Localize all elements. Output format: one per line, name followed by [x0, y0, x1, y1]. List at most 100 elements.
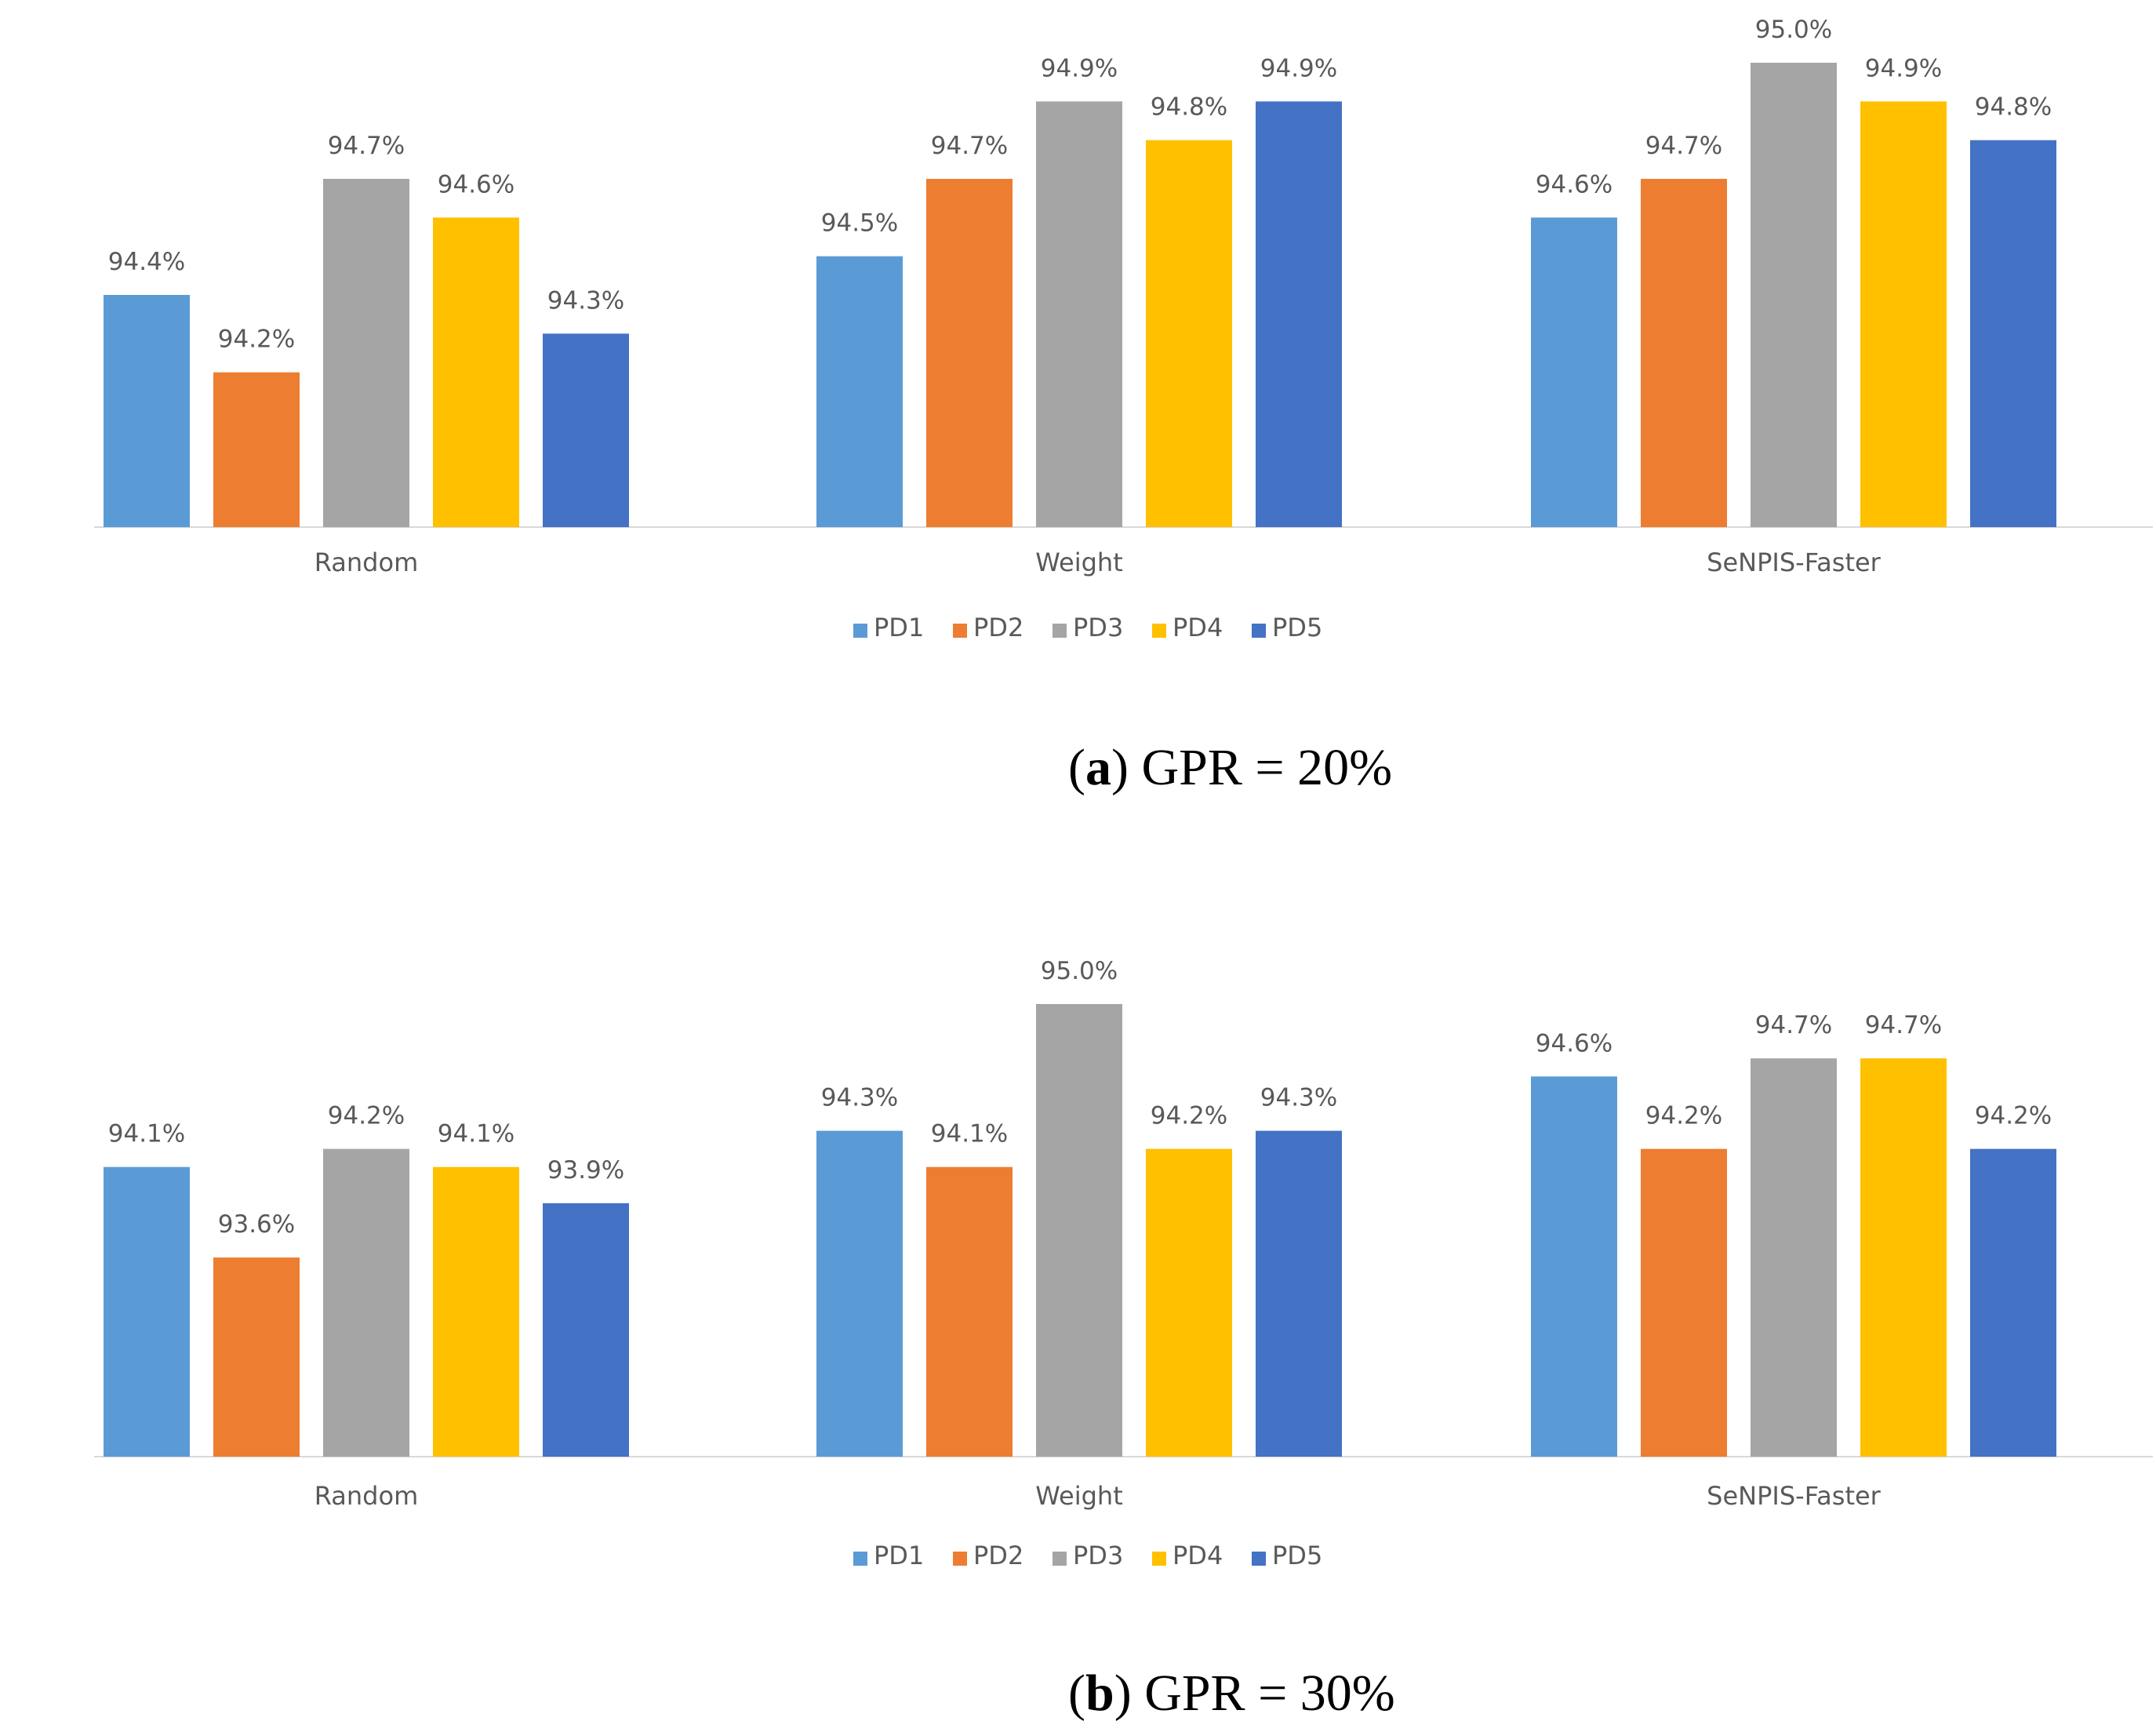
legend-swatch [1053, 1552, 1067, 1566]
legend-label: PD3 [1073, 1541, 1123, 1570]
bar-value-label: 94.7% [1645, 132, 1722, 160]
bar-value-label: 94.6% [1536, 1029, 1612, 1057]
legend-swatch [953, 624, 967, 638]
bar-pd5-senpis-faster [1970, 1148, 2056, 1457]
category-label: Weight [1035, 548, 1122, 577]
bar-pd4-senpis-faster [1860, 101, 1947, 528]
legend-label: PD4 [1173, 613, 1223, 642]
bar-value-label: 94.7% [1755, 1011, 1832, 1039]
bar-value-label: 94.8% [1975, 93, 2052, 122]
caption-letter: b [1085, 1665, 1114, 1722]
legend-label: PD5 [1272, 1541, 1322, 1570]
bar-value-label: 94.6% [1536, 170, 1612, 198]
bar-pd2-random [213, 372, 300, 527]
bar-pd1-weight [816, 256, 903, 527]
bar-value-label: 94.8% [1151, 93, 1227, 122]
bar-pd5-random [543, 1203, 629, 1457]
bar-value-label: 94.9% [1041, 54, 1118, 82]
legend-label: PD2 [973, 1541, 1023, 1570]
legend-label: PD2 [973, 613, 1023, 642]
legend-label: PD1 [874, 613, 924, 642]
legend-swatch [1252, 624, 1266, 638]
bar-pd4-weight [1146, 1148, 1232, 1457]
bar-value-label: 94.7% [1865, 1011, 1942, 1039]
bar-value-label: 94.3% [821, 1084, 898, 1112]
caption-text: GPR = 30% [1144, 1665, 1395, 1722]
legend-item-pd4: PD4 [1152, 613, 1223, 642]
bar-value-label: 94.3% [1260, 1084, 1337, 1112]
legend: PD1 PD2 PD3 PD4 PD5 [853, 613, 1322, 642]
legend-swatch [1252, 1552, 1266, 1566]
bar-pd2-random [213, 1257, 300, 1457]
category-label: Random [314, 548, 418, 577]
bar-value-label: 94.2% [1975, 1102, 2052, 1130]
bar-value-label: 93.6% [218, 1210, 295, 1239]
bar-pd3-random [323, 179, 409, 527]
bar-pd4-senpis-faster [1860, 1058, 1947, 1457]
category-label: SeNPIS-Faster [1707, 1481, 1882, 1511]
bar-pd5-senpis-faster [1970, 140, 2056, 527]
bar-pd2-weight [926, 1166, 1013, 1457]
bar-pd3-senpis-faster [1751, 1058, 1837, 1457]
legend-item-pd3: PD3 [1053, 1541, 1123, 1570]
bar-value-label: 94.5% [821, 209, 898, 238]
bar-pd2-weight [926, 179, 1013, 527]
legend-item-pd2: PD2 [953, 613, 1023, 642]
legend-item-pd1: PD1 [853, 1541, 924, 1570]
legend-label: PD1 [874, 1541, 924, 1570]
figure-caption: (b) GPR = 30% [1068, 1665, 1395, 1722]
bar-value-label: 94.1% [438, 1120, 514, 1148]
bar-pd4-random [433, 1166, 519, 1457]
legend-item-pd4: PD4 [1152, 1541, 1223, 1570]
bar-pd4-random [433, 217, 519, 527]
bar-pd3-weight [1036, 101, 1122, 528]
bar-value-label: 94.1% [108, 1120, 185, 1148]
legend-item-pd5: PD5 [1252, 613, 1322, 642]
legend-swatch [953, 1552, 967, 1566]
caption-letter: a [1085, 739, 1111, 796]
bar-pd2-senpis-faster [1641, 179, 1727, 527]
bar-pd3-weight [1036, 1004, 1122, 1457]
caption-open-paren: ( [1068, 1665, 1085, 1722]
legend: PD1 PD2 PD3 PD4 PD5 [853, 1541, 1322, 1570]
caption-text: GPR = 20% [1141, 739, 1392, 796]
legend-item-pd1: PD1 [853, 613, 924, 642]
bar-value-label: 94.7% [328, 132, 405, 160]
bar-value-label: 94.3% [547, 286, 624, 315]
bar-value-label: 94.6% [438, 170, 514, 198]
bar-value-label: 94.2% [328, 1102, 405, 1130]
legend-swatch [1152, 624, 1166, 638]
bar-value-label: 94.7% [931, 132, 1008, 160]
bar-value-label: 94.2% [218, 326, 295, 354]
legend-item-pd5: PD5 [1252, 1541, 1322, 1570]
bar-pd1-senpis-faster [1531, 1076, 1617, 1457]
legend-swatch [1053, 624, 1067, 638]
bar-value-label: 94.4% [108, 248, 185, 276]
category-label: Weight [1035, 1481, 1122, 1511]
category-label: SeNPIS-Faster [1707, 548, 1882, 577]
chart-panel-a: 94.4% 94.2% 94.7% 94.6% 94.3% Random 94.5% 94.7… [94, 16, 2153, 796]
bar-value-label: 95.0% [1755, 16, 1832, 44]
bar-pd2-senpis-faster [1641, 1148, 1727, 1457]
bar-value-label: 94.2% [1645, 1102, 1722, 1130]
legend-label: PD5 [1272, 613, 1322, 642]
legend-swatch [853, 624, 867, 638]
bar-pd1-random [104, 1166, 190, 1457]
legend-label: PD4 [1173, 1541, 1223, 1570]
bar-value-label: 94.9% [1260, 54, 1337, 82]
bar-pd3-random [323, 1148, 409, 1457]
caption-open-paren: ( [1068, 739, 1085, 796]
caption-close-paren: ) [1114, 1665, 1144, 1722]
legend-swatch [1152, 1552, 1166, 1566]
figure-caption: (a) GPR = 20% [1068, 739, 1392, 796]
bar-pd3-senpis-faster [1751, 63, 1837, 527]
legend-item-pd3: PD3 [1053, 613, 1123, 642]
caption-close-paren: ) [1111, 739, 1141, 796]
bar-pd1-senpis-faster [1531, 217, 1617, 527]
bar-pd5-random [543, 333, 629, 527]
legend-label: PD3 [1073, 613, 1123, 642]
bar-value-label: 93.9% [547, 1156, 624, 1184]
chart-panel-b: 94.1% 93.6% 94.2% 94.1% 93.9% Random 94.3% 94.1… [94, 957, 2153, 1722]
bar-pd1-weight [816, 1130, 903, 1457]
